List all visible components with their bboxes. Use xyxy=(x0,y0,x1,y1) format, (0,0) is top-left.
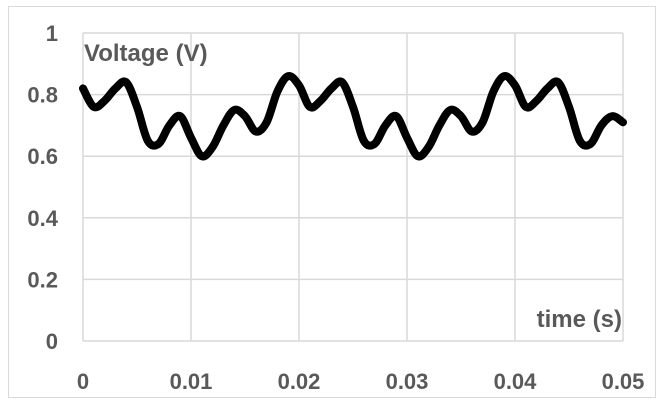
y-tick-label: 1 xyxy=(46,21,58,46)
gridlines xyxy=(82,32,624,342)
y-tick-label: 0 xyxy=(46,329,58,354)
x-tick-labels: 0 0.01 0.02 0.03 0.04 0.05 xyxy=(77,369,645,394)
y-tick-labels: 0 0.2 0.4 0.6 0.8 1 xyxy=(27,21,58,354)
y-tick-label: 0.6 xyxy=(27,144,58,169)
x-axis-title: time (s) xyxy=(537,306,622,333)
y-tick-label: 0.4 xyxy=(27,206,58,231)
y-tick-label: 0.2 xyxy=(27,267,58,292)
x-tick-label: 0.04 xyxy=(494,369,538,394)
y-axis-title: Voltage (V) xyxy=(84,40,208,67)
x-tick-label: 0.01 xyxy=(170,369,213,394)
x-tick-label: 0.05 xyxy=(602,369,645,394)
x-tick-label: 0.03 xyxy=(386,369,429,394)
voltage-series-line xyxy=(79,72,627,161)
chart-frame xyxy=(8,6,656,398)
y-tick-label: 0.8 xyxy=(27,83,58,108)
x-tick-label: 0.02 xyxy=(278,369,321,394)
x-tick-label: 0 xyxy=(77,369,89,394)
